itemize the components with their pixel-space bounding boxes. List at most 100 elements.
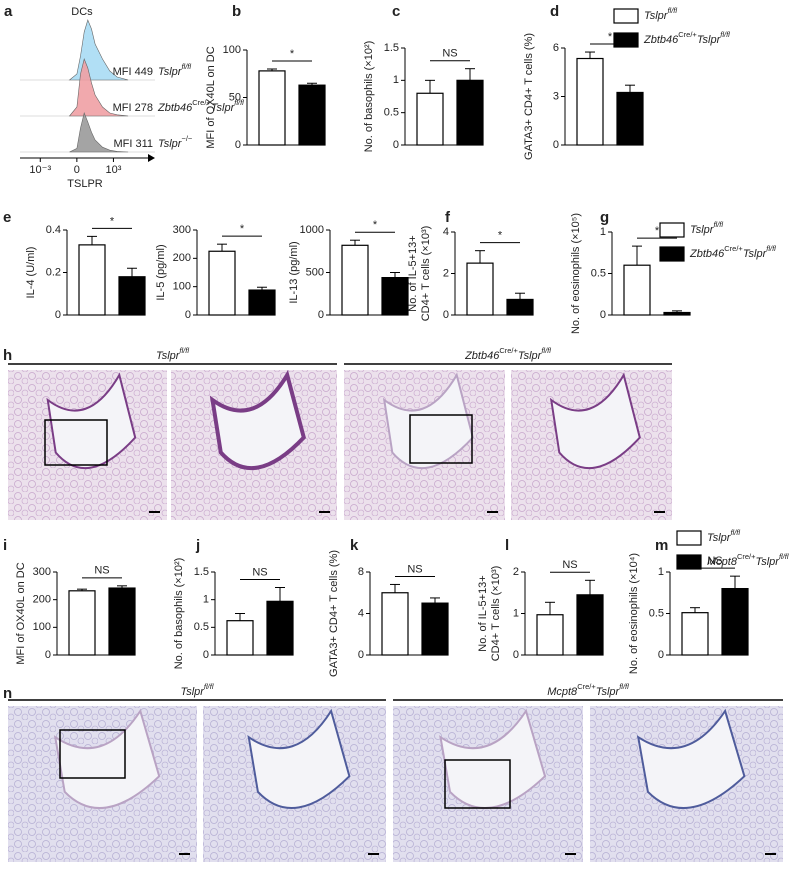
- panel-letter: c: [392, 3, 400, 20]
- panel-letter: e: [3, 209, 11, 226]
- legend-label: Tslprfl/fl: [644, 6, 677, 21]
- text-part: fl/fl: [179, 346, 189, 355]
- y-tick-label: 0: [318, 309, 324, 321]
- bar: [416, 92, 444, 146]
- significance-label: *: [655, 225, 660, 237]
- x-tick-label: 10⁻³: [29, 164, 51, 176]
- airway-lumen: [209, 369, 307, 470]
- y-tick-label: 4: [443, 226, 449, 238]
- text-part: Tslpr: [756, 556, 781, 568]
- text-part: Cre/+: [724, 244, 743, 253]
- significance-label: *: [373, 219, 378, 231]
- group-label: Tslprfl/fl: [156, 346, 189, 361]
- text-part: Tslpr: [707, 532, 732, 544]
- significance-label: NS: [562, 559, 577, 571]
- bar: [266, 600, 294, 656]
- y-tick-label: 0: [45, 649, 51, 661]
- y-tick-label: 0.5: [194, 621, 209, 633]
- text-part: Cre/+: [192, 98, 211, 107]
- y-tick-label: 6: [553, 42, 559, 54]
- y-axis-label: No. of eosinophils (×10⁴): [628, 553, 640, 674]
- panel-letter: i: [3, 537, 7, 554]
- text-part: fl/fl: [619, 682, 629, 691]
- y-tick-label: 1000: [300, 224, 324, 236]
- text-part: fl/fl: [541, 346, 551, 355]
- group-label: Zbtb46Cre/+Tslprfl/fl: [464, 346, 551, 361]
- zoom-box: [59, 729, 126, 779]
- y-tick-label: 500: [306, 266, 324, 278]
- bar: [381, 277, 409, 316]
- y-tick-label: 0: [203, 649, 209, 661]
- y-tick-label: 0: [443, 309, 449, 321]
- y-tick-label: 100: [173, 281, 191, 293]
- y-tick-label: 1.5: [384, 42, 399, 54]
- legend-label: Mcpt8Cre/+Tslprfl/fl: [707, 552, 789, 567]
- y-axis-label: CD4+ T cells (×10³): [490, 566, 502, 662]
- text-part: Tslpr: [158, 138, 183, 150]
- y-tick-label: 0.2: [46, 266, 61, 278]
- bar: [226, 620, 254, 656]
- bar: [108, 587, 136, 656]
- text-part: Tslpr: [156, 350, 181, 362]
- y-axis-label: No. of eosinophils (×10⁵): [570, 213, 582, 334]
- y-axis-label: GATA3+ CD4+ T cells (%): [523, 33, 535, 160]
- airway-lumen: [382, 372, 474, 469]
- text-part: fl/fl: [234, 98, 244, 107]
- y-axis-label: No. of IL-5+13+: [407, 235, 419, 311]
- text-part: Tslpr: [211, 102, 236, 114]
- text-part: −/−: [181, 134, 192, 143]
- y-tick-label: 1: [203, 594, 209, 606]
- y-tick-label: 3: [553, 90, 559, 102]
- y-tick-label: 0.5: [591, 267, 606, 279]
- y-tick-label: 0: [393, 139, 399, 151]
- y-tick-label: 0: [553, 139, 559, 151]
- bar: [248, 289, 276, 316]
- bar: [298, 84, 326, 146]
- panel-letter: n: [3, 685, 12, 702]
- y-tick-label: 300: [33, 566, 51, 578]
- y-tick-label: 0.5: [384, 107, 399, 119]
- y-tick-label: 0: [358, 649, 364, 661]
- y-axis-label: MFI of OX40L on DC: [205, 46, 217, 148]
- panel-letter: a: [4, 3, 13, 20]
- text-part: fl/fl: [204, 682, 214, 691]
- y-tick-label: 0.4: [46, 224, 61, 236]
- text-part: Tslpr: [518, 350, 543, 362]
- y-tick-label: 2: [513, 566, 519, 578]
- y-axis-label: No. of basophils (×10²): [363, 41, 375, 153]
- panel-letter: m: [655, 537, 668, 554]
- y-tick-label: 0: [185, 309, 191, 321]
- y-tick-label: 50: [229, 91, 241, 103]
- y-axis-label: GATA3+ CD4+ T cells (%): [328, 550, 340, 677]
- y-tick-label: 300: [173, 224, 191, 236]
- text-part: Zbtb46: [643, 34, 679, 46]
- y-tick-label: 0: [658, 649, 664, 661]
- bar: [341, 244, 369, 316]
- group-label: Tslprfl/fl: [180, 682, 213, 697]
- y-tick-label: 0: [55, 309, 61, 321]
- y-axis-label: IL-13 (pg/ml): [288, 241, 300, 303]
- text-part: Cre/+: [499, 346, 518, 355]
- panel-letter: l: [505, 537, 509, 554]
- significance-label: NS: [94, 565, 109, 577]
- text-part: fl/fl: [667, 6, 677, 15]
- legend-swatch: [659, 222, 685, 238]
- y-axis-label: No. of basophils (×10²): [173, 558, 185, 670]
- text-part: Cre/+: [737, 552, 756, 561]
- y-axis-label: MFI of OX40L on DC: [15, 562, 27, 664]
- y-tick-label: 1: [600, 226, 606, 238]
- histogram-title: DCs: [71, 6, 93, 18]
- text-part: Tslpr: [158, 66, 183, 78]
- text-part: fl/fl: [713, 220, 723, 229]
- text-part: Tslpr: [690, 224, 715, 236]
- x-axis-label: TSLPR: [67, 178, 103, 190]
- y-axis-label: CD4+ T cells (×10³): [420, 226, 432, 322]
- y-tick-label: 8: [358, 566, 364, 578]
- y-tick-label: 100: [33, 621, 51, 633]
- y-tick-label: 0: [235, 139, 241, 151]
- bar: [381, 592, 409, 656]
- y-tick-label: 0.5: [649, 607, 664, 619]
- text-part: Tslpr: [180, 686, 205, 698]
- legend-label: Zbtb46Cre/+Tslprfl/fl: [689, 244, 776, 259]
